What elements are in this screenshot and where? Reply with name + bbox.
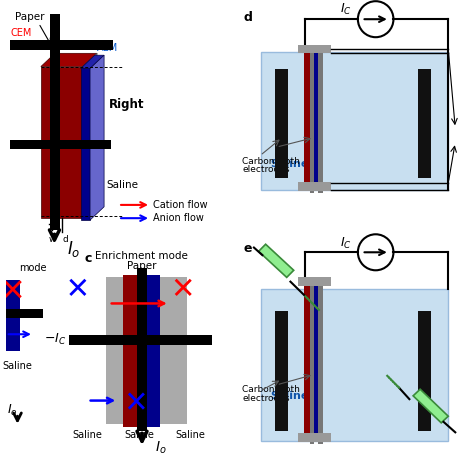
Text: w: w bbox=[49, 235, 56, 244]
Text: AEM: AEM bbox=[97, 43, 118, 53]
Text: CEM: CEM bbox=[10, 28, 32, 38]
Bar bbox=[137, 268, 146, 431]
Bar bbox=[299, 433, 331, 442]
Text: electrodes: electrodes bbox=[242, 394, 290, 403]
Polygon shape bbox=[41, 53, 97, 66]
Bar bbox=[261, 289, 448, 441]
Text: Enrichment mode: Enrichment mode bbox=[95, 251, 188, 261]
Text: Right: Right bbox=[109, 98, 144, 111]
Bar bbox=[6, 309, 43, 318]
Text: Paper: Paper bbox=[127, 261, 156, 271]
Polygon shape bbox=[413, 389, 448, 423]
Bar bbox=[418, 310, 431, 431]
Polygon shape bbox=[41, 66, 83, 218]
Bar bbox=[146, 275, 160, 427]
Bar bbox=[69, 335, 139, 345]
Text: electrodes: electrodes bbox=[242, 165, 290, 174]
Text: Paper: Paper bbox=[15, 12, 45, 22]
Text: Saline: Saline bbox=[73, 430, 103, 440]
Text: Saline: Saline bbox=[107, 180, 138, 190]
Text: c: c bbox=[84, 252, 91, 265]
Bar bbox=[159, 277, 187, 424]
Bar bbox=[139, 335, 212, 345]
Polygon shape bbox=[81, 55, 104, 68]
Text: d: d bbox=[63, 235, 69, 244]
Bar bbox=[318, 46, 323, 192]
Bar bbox=[304, 50, 311, 190]
Text: Saline: Saline bbox=[270, 159, 309, 169]
Bar bbox=[107, 277, 124, 424]
Text: mode: mode bbox=[19, 263, 46, 273]
Text: Cation flow: Cation flow bbox=[153, 200, 208, 210]
Text: $I_C$: $I_C$ bbox=[340, 2, 352, 17]
Bar bbox=[418, 69, 431, 178]
Bar bbox=[304, 283, 311, 441]
Text: Carbon cloth: Carbon cloth bbox=[242, 385, 300, 394]
Text: Saline: Saline bbox=[2, 361, 32, 371]
Bar bbox=[50, 15, 60, 230]
Text: Saline: Saline bbox=[176, 430, 206, 440]
Bar bbox=[10, 140, 111, 149]
Bar bbox=[6, 280, 20, 351]
Polygon shape bbox=[90, 55, 104, 220]
Text: e: e bbox=[244, 242, 252, 255]
Text: Carbon cloth: Carbon cloth bbox=[242, 157, 300, 166]
Text: $I_o$: $I_o$ bbox=[155, 440, 166, 456]
Bar bbox=[123, 275, 138, 427]
Bar bbox=[275, 69, 288, 178]
Bar bbox=[313, 50, 319, 190]
Polygon shape bbox=[83, 53, 97, 218]
Bar bbox=[299, 277, 331, 286]
Bar bbox=[310, 46, 314, 192]
Text: $I_o$: $I_o$ bbox=[67, 239, 80, 259]
Bar bbox=[10, 39, 113, 50]
Text: Saline: Saline bbox=[270, 391, 309, 401]
Bar bbox=[318, 278, 323, 444]
Text: Anion flow: Anion flow bbox=[153, 213, 204, 223]
Bar bbox=[261, 52, 448, 190]
Bar bbox=[299, 45, 331, 53]
Bar bbox=[310, 278, 314, 444]
Text: Saline: Saline bbox=[124, 430, 154, 440]
Bar bbox=[313, 283, 319, 441]
Bar bbox=[299, 182, 331, 191]
Bar bbox=[275, 310, 288, 431]
Text: d: d bbox=[244, 11, 253, 24]
Polygon shape bbox=[81, 68, 90, 220]
Text: $-I_C$: $-I_C$ bbox=[45, 332, 67, 347]
Text: $I_C$: $I_C$ bbox=[340, 236, 352, 251]
Polygon shape bbox=[259, 244, 294, 277]
Text: $I_o$: $I_o$ bbox=[8, 402, 18, 418]
